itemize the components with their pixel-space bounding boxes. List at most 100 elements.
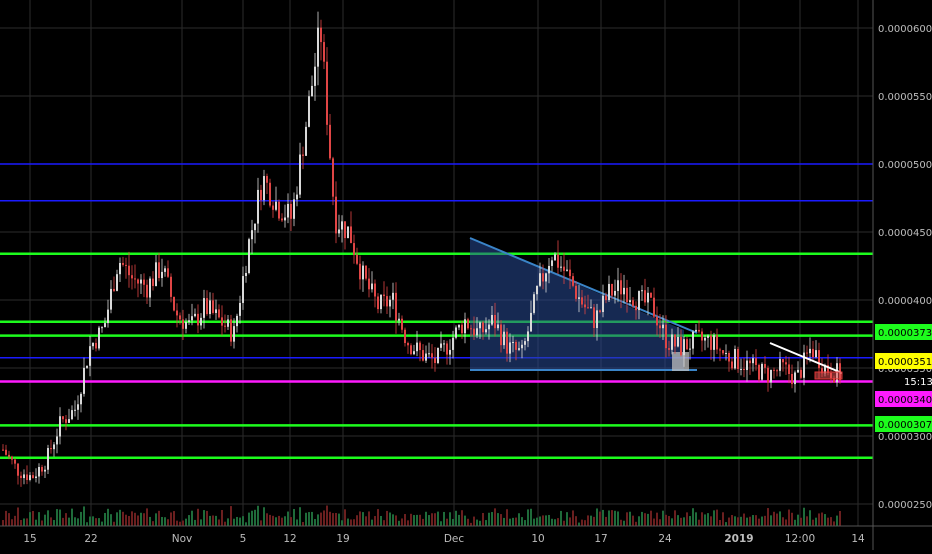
- candle-body: [383, 294, 385, 297]
- candle-body: [410, 345, 412, 355]
- candle-body: [311, 85, 313, 97]
- volume-bar: [812, 519, 814, 526]
- candle-body: [659, 325, 661, 329]
- candle-body: [80, 393, 82, 405]
- volume-bar: [263, 507, 265, 526]
- candle-body: [149, 278, 151, 298]
- volume-bar: [104, 512, 106, 526]
- candle-body: [653, 297, 655, 317]
- volume-bar: [308, 512, 310, 526]
- volume-bar: [608, 510, 610, 526]
- candle-body: [110, 288, 112, 310]
- candle-body: [467, 319, 469, 329]
- volume-bar: [8, 513, 10, 526]
- candle-body: [170, 276, 172, 297]
- candle-body: [779, 359, 781, 371]
- volume-bar: [761, 516, 763, 526]
- triangle-upper-trendline[interactable]: [469, 237, 698, 334]
- volume-bar: [707, 513, 709, 526]
- volume-bar: [50, 517, 52, 526]
- volume-bar: [764, 515, 766, 526]
- volume-bar: [806, 516, 808, 526]
- volume-bar: [383, 520, 385, 526]
- volume-bar: [605, 516, 607, 526]
- volume-bar: [293, 508, 295, 526]
- candle-body: [53, 444, 55, 450]
- candle-body: [599, 310, 601, 313]
- candle-body: [554, 254, 556, 261]
- candle-body: [488, 324, 490, 330]
- candle-body: [773, 369, 775, 371]
- candle-body: [431, 353, 433, 358]
- volume-bar: [566, 512, 568, 526]
- volume-bar: [188, 515, 190, 526]
- volume-bar: [662, 510, 664, 526]
- volume-bar: [41, 520, 43, 526]
- candle-body: [374, 283, 376, 297]
- candle-body: [578, 297, 580, 299]
- candle-body: [119, 262, 121, 275]
- candle-body: [401, 318, 403, 330]
- volume-bar: [752, 515, 754, 526]
- candle-body: [392, 292, 394, 300]
- candle-body: [476, 328, 478, 336]
- candle-body: [509, 342, 511, 354]
- candle-body: [56, 436, 58, 445]
- volume-bar: [221, 509, 223, 526]
- volume-bar: [353, 519, 355, 526]
- candle-body: [320, 27, 322, 43]
- candle-body: [179, 315, 181, 320]
- candle-body: [515, 341, 517, 350]
- volume-bar: [239, 517, 241, 526]
- candle-body: [260, 189, 262, 201]
- candle-body: [314, 66, 316, 86]
- candle-body: [23, 474, 25, 479]
- candle-body: [743, 368, 745, 371]
- volume-bar: [83, 506, 85, 526]
- candle-body: [764, 363, 766, 368]
- volume-bar: [146, 508, 148, 526]
- volume-bar: [140, 512, 142, 526]
- volume-bar: [20, 519, 22, 526]
- candle-body: [248, 239, 250, 273]
- candle-body: [611, 283, 613, 296]
- volume-bar: [119, 509, 121, 526]
- highlight-box[interactable]: [672, 352, 689, 371]
- volume-bar: [71, 508, 73, 526]
- candle-body: [167, 268, 169, 277]
- volume-bar: [44, 514, 46, 526]
- volume-bar: [137, 515, 139, 526]
- volume-bar: [377, 509, 379, 526]
- candle-body: [185, 321, 187, 329]
- volume-bar: [269, 514, 271, 526]
- horizontal-levels: [0, 163, 873, 460]
- candle-body: [158, 262, 160, 279]
- price-tick-label-7: 0.00006000: [878, 24, 932, 35]
- volume-bar: [491, 512, 493, 526]
- descending-triangle-pattern[interactable]: [470, 238, 684, 370]
- volume-bar: [245, 522, 247, 526]
- volume-bar: [548, 514, 550, 526]
- candle-body: [500, 324, 502, 346]
- volume-bar: [197, 508, 199, 526]
- short-term-trendline[interactable]: [769, 342, 843, 374]
- volume-bar: [56, 509, 58, 526]
- candle-body: [716, 335, 718, 350]
- candle-body: [212, 300, 214, 313]
- volume-bar: [329, 511, 331, 526]
- target-box[interactable]: [814, 371, 843, 380]
- candle-body: [182, 319, 184, 329]
- volume-bar: [653, 518, 655, 526]
- candle-body: [362, 265, 364, 280]
- volume-bar: [257, 505, 259, 526]
- candle-body: [722, 350, 724, 354]
- volume-bar: [230, 506, 232, 526]
- volume-bar: [167, 519, 169, 526]
- candle-body: [641, 290, 643, 292]
- candle-body: [368, 278, 370, 290]
- volume-bar: [284, 516, 286, 526]
- volume-bar: [29, 512, 31, 526]
- candle-body: [74, 409, 76, 411]
- volume-bar: [323, 510, 325, 526]
